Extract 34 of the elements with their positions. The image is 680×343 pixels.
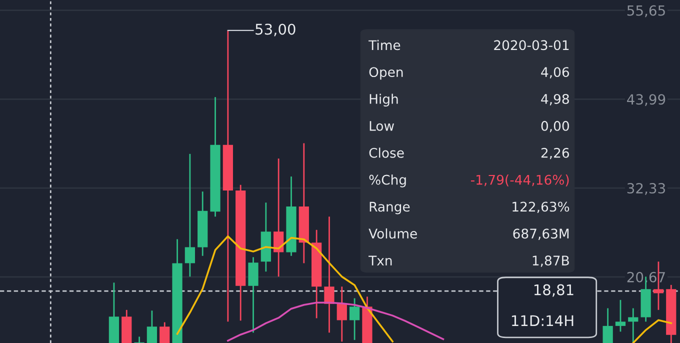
annotation: Open [369,67,403,80]
annotation: %Chg [369,174,406,188]
annotation: 687,63M [513,228,569,240]
annotation: Volume [368,228,417,239]
candlestick [349,298,360,341]
annotation: Time [368,40,400,50]
annotation: 0,00 [541,120,569,132]
candlestick [184,153,196,278]
annotation: -1,79(-44,16%) [470,174,569,186]
annotation: Low [370,121,394,131]
candlestick [146,310,158,343]
annotation: Txn [368,256,392,266]
annotation: Close [369,148,404,158]
annotation: 4,06 [541,67,570,78]
annotation: 1,87B [532,256,569,267]
annotation: 4,98 [541,94,569,106]
annotation: 122,63% [512,202,570,214]
annotation: 2020-03-01 [494,40,569,50]
candlestick [615,299,626,332]
y-tick-label: 43,99 [627,94,666,106]
candlestick [628,308,638,343]
annotation: 11D:14H [512,315,574,326]
y-tick-label: 32,33 [627,183,665,195]
annotation: 2,26 [541,148,570,160]
annotation: High [370,94,398,107]
annotation: 53,00 [256,24,296,36]
candlestick [336,286,347,342]
annotation: Range [370,202,410,214]
candlestick [602,308,613,343]
y-tick-label: 55,65 [627,5,665,18]
ref-line-label: 18,81 [534,284,574,297]
candlestick [160,322,170,343]
candlestick [324,216,334,334]
candlestick [248,256,258,334]
